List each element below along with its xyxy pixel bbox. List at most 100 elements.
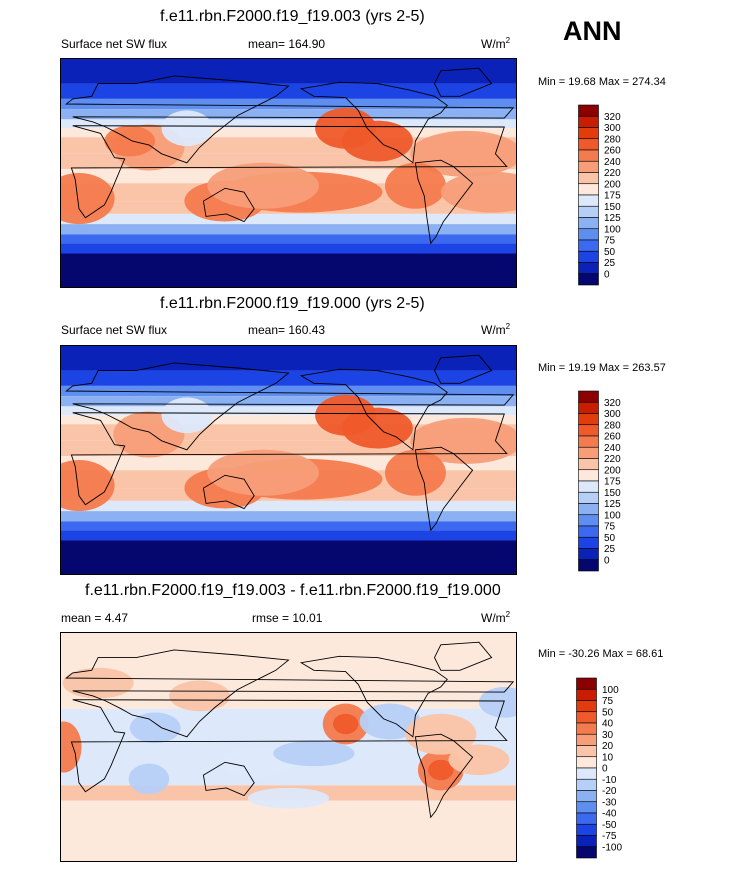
colorbar-tick-label: 100: [604, 510, 621, 521]
colorbar-tick-label: 200: [604, 179, 621, 190]
colorbar-swatch: [576, 733, 597, 746]
map-frame: [60, 632, 517, 862]
colorbar-tick-label: 0: [604, 555, 610, 566]
map-panel-3: [60, 632, 517, 862]
field-band: [60, 511, 517, 522]
field-band: [60, 670, 517, 709]
colorbar-swatch: [578, 262, 599, 275]
colorbar-tick-label: -40: [602, 809, 617, 820]
panel-2-units: W/m2: [481, 322, 511, 337]
field-band: [60, 234, 517, 244]
field-band: [60, 415, 517, 425]
colorbar-swatch: [578, 160, 599, 173]
colorbar-swatch: [578, 480, 599, 493]
map-field: [60, 58, 517, 288]
colorbar-tick-label: 150: [604, 488, 621, 499]
field-band: [60, 58, 517, 84]
field-band: [60, 83, 517, 99]
field-anomaly: [104, 125, 156, 157]
colorbar-tick-label: 240: [604, 443, 621, 454]
colorbar-tick-label: 220: [604, 454, 621, 465]
colorbar-swatch: [578, 115, 599, 128]
colorbar-swatch: [578, 205, 599, 218]
panel-2-variable: Surface net SW flux: [61, 323, 168, 337]
coastline: [414, 733, 474, 819]
panel-2-mean: mean= 160.43: [248, 323, 326, 337]
colorbar-swatch: [576, 835, 597, 848]
colorbar-tick-label: 25: [604, 544, 616, 555]
colorbar-swatch: [576, 778, 597, 791]
colorbar-swatch: [576, 790, 597, 803]
colorbar-tick-label: 50: [604, 533, 616, 544]
colorbar-swatch: [576, 677, 597, 690]
field-band: [60, 98, 517, 110]
coastline: [433, 641, 493, 671]
coastline: [433, 354, 493, 384]
field-anomaly: [332, 713, 359, 735]
colorbar-tick-label: 280: [604, 420, 621, 431]
field-anomaly: [448, 744, 510, 776]
map-field: [60, 345, 517, 575]
colorbar-tick-label: 100: [604, 224, 621, 235]
coastline: [299, 655, 448, 738]
colorbar-swatch: [578, 525, 599, 538]
coastline: [202, 761, 255, 797]
colorbar-tick-label: 260: [604, 146, 621, 157]
colorbar-tick-label: 125: [604, 213, 621, 224]
colorbar-swatch: [578, 138, 599, 151]
panel-3-rmse: rmse = 10.01: [252, 611, 323, 625]
field-anomaly: [440, 171, 517, 213]
map-panel-1: [60, 58, 517, 288]
colorbar-tick-label: 0: [602, 764, 608, 775]
colorbar-tick-label: 280: [604, 134, 621, 145]
field-anomaly: [129, 712, 181, 744]
panel-1-mean: mean= 164.90: [248, 37, 326, 51]
coastline: [70, 125, 508, 219]
field-band: [60, 500, 517, 512]
coastline: [65, 75, 515, 164]
coastline: [70, 412, 508, 506]
coastline: [433, 67, 493, 97]
colorbar-swatch: [576, 756, 597, 769]
coastline: [65, 362, 515, 451]
coastline-outline: [65, 67, 515, 245]
colorbar-swatch: [576, 745, 597, 758]
colorbar-tick-label: 320: [604, 112, 621, 123]
field-anomaly: [384, 162, 446, 209]
coastline: [414, 446, 474, 532]
colorbar-tick-label: -100: [602, 842, 622, 853]
colorbar-swatch: [578, 390, 599, 403]
field-band: [60, 243, 517, 254]
colorbar-tick-label: 50: [602, 707, 614, 718]
colorbar-tick-label: 75: [604, 522, 616, 533]
colorbar-tick-label: 150: [604, 202, 621, 213]
field-anomaly: [161, 397, 213, 434]
colorbar-swatch: [578, 491, 599, 504]
colorbar-tick-label: 125: [604, 499, 621, 510]
colorbar-tick-label: 75: [602, 696, 614, 707]
colorbar-swatch: [576, 700, 597, 713]
colorbar-swatch: [578, 239, 599, 252]
colorbar-tick-label: 0: [604, 269, 610, 280]
colorbar-swatch: [578, 183, 599, 196]
field-anomaly: [273, 740, 355, 767]
colorbar-tick-label: -10: [602, 775, 617, 786]
field-band: [60, 370, 517, 386]
colorbar-tick-label: 50: [604, 247, 616, 258]
panel-2-minmax: Min = 19.19 Max = 263.57: [538, 362, 666, 374]
field-anomaly: [384, 449, 446, 496]
colorbar-tick-label: -50: [602, 820, 617, 831]
colorbar-swatch: [578, 401, 599, 414]
colorbar-swatch: [578, 469, 599, 482]
field-band: [60, 345, 517, 371]
colorbar-swatch: [578, 503, 599, 516]
colorbar-swatch: [578, 446, 599, 459]
field-anomaly: [410, 130, 517, 177]
field-anomaly: [478, 686, 517, 718]
coastline-outline: [65, 354, 515, 532]
field-band: [60, 810, 517, 862]
colorbar-swatch: [578, 149, 599, 162]
colorbar-swatch: [578, 104, 599, 117]
colorbar-tick-label: 10: [602, 752, 614, 763]
